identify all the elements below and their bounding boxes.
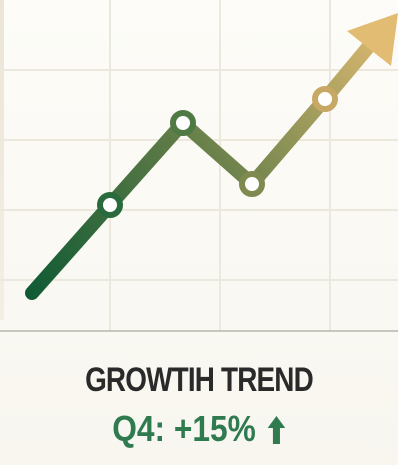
trend-graphic <box>0 0 398 335</box>
trend-point <box>242 174 262 194</box>
trend-svg <box>0 0 398 335</box>
baseline-divider <box>0 330 398 332</box>
trend-point <box>315 89 335 109</box>
trend-point <box>100 195 120 215</box>
trend-point <box>173 113 193 133</box>
trend-title: GROWTIH TREND <box>36 360 362 400</box>
trend-value-row: Q4: +15% <box>24 408 374 450</box>
trend-value: Q4: +15% <box>112 408 256 449</box>
trend-line <box>32 45 370 293</box>
caption: GROWTIH TREND Q4: +15% <box>0 360 398 450</box>
background-grid <box>0 0 398 330</box>
up-arrow-icon <box>266 415 285 445</box>
